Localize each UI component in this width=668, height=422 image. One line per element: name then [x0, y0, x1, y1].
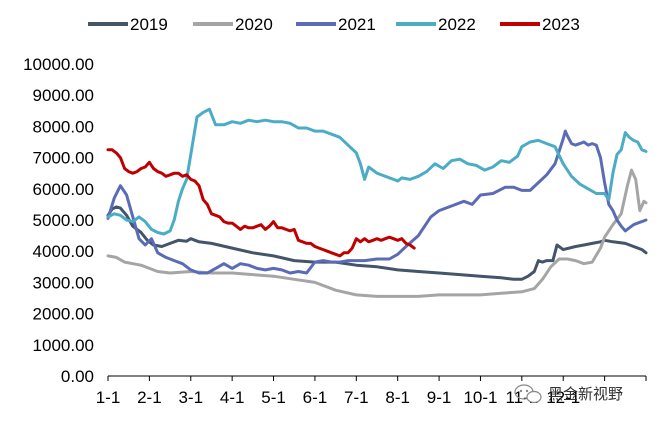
x-tick-label: 5-1: [261, 388, 286, 407]
x-axis-ticks: 1-1 2-1 3-1 4-1 5-1 6-1 7-1 8-1 9-1 10-1 11-1 12-1: [96, 376, 647, 407]
x-tick-label: 3-1: [178, 388, 203, 407]
series-line-2023: [106, 148, 416, 258]
watermark-text: 黑金新视野: [548, 385, 623, 403]
series-line-2021: [106, 129, 648, 275]
x-tick-label: 12-1: [546, 388, 580, 407]
y-tick-label: 10000.00: [23, 55, 94, 74]
y-tick-label: 3000.00: [33, 273, 94, 292]
x-tick-label: 10-1: [463, 388, 497, 407]
x-tick-label: 7-1: [344, 388, 369, 407]
legend-label-2020: 2020: [235, 15, 273, 34]
y-tick-label: 4000.00: [33, 242, 94, 261]
y-tick-label: 5000.00: [33, 211, 94, 230]
y-tick-label: 2000.00: [33, 305, 94, 324]
x-tick-label: 1-1: [96, 388, 121, 407]
y-tick-label: 6000.00: [33, 180, 94, 199]
legend-label-2019: 2019: [130, 15, 168, 34]
y-axis-ticks: 0.00 1000.00 2000.00 3000.00 4000.00 5000.00 6…: [23, 55, 94, 386]
watermark: 黑金新视野: [514, 384, 623, 404]
y-tick-label: 0.00: [61, 367, 94, 386]
wechat-icon: [514, 384, 542, 404]
y-tick-label: 9000.00: [33, 86, 94, 105]
y-tick-label: 8000.00: [33, 117, 94, 136]
legend-label-2021: 2021: [338, 15, 376, 34]
x-tick-label: 8-1: [385, 388, 410, 407]
y-tick-label: 1000.00: [33, 336, 94, 355]
legend-label-2022: 2022: [438, 15, 476, 34]
series-lines: [106, 107, 648, 298]
legend: 2019 2020 2021 2022 2023: [88, 15, 580, 34]
series-line-2022: [106, 107, 648, 236]
y-tick-label: 7000.00: [33, 149, 94, 168]
x-tick-label: 9-1: [427, 388, 452, 407]
x-tick-label: 2-1: [137, 388, 162, 407]
x-tick-label: 4-1: [220, 388, 245, 407]
x-tick-label: 6-1: [303, 388, 328, 407]
legend-label-2023: 2023: [542, 15, 580, 34]
series-line-2020: [106, 168, 648, 298]
